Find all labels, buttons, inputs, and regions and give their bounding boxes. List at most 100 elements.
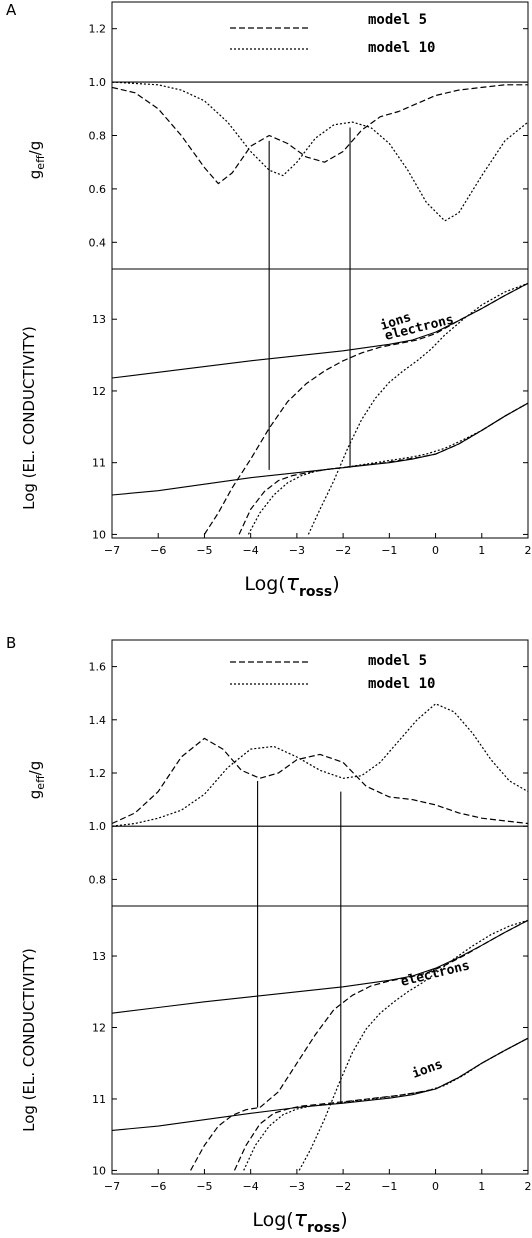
panel-b-top-frame (111, 639, 529, 907)
xtick-label--3: −3 (289, 1180, 305, 1193)
ytick-label-geff-1: 1.0 (89, 820, 107, 833)
ytick-label-geff-1.6: 1.6 (89, 661, 107, 674)
panel-a-bottom-frame (111, 268, 529, 539)
xtick-label-2: 2 (525, 1180, 532, 1193)
series-cond-ions-solid-1 (111, 402, 529, 496)
panel-b-bottom-series (111, 919, 529, 1171)
xtick-label-1: 1 (478, 544, 485, 557)
ytick-label-geff-0.8: 0.8 (89, 130, 107, 143)
xlabel-ross: ross (299, 584, 332, 600)
ylabel-eff: eff (34, 155, 47, 170)
series-cond-ions-solid-1 (111, 1037, 529, 1131)
xtick-label--2: −2 (335, 1180, 351, 1193)
annotation-electrons-b: electrons (399, 958, 471, 990)
series-cond-model-5-dotted-4 (243, 1037, 529, 1171)
panel-a-xlabel: Log(τross) (244, 571, 339, 600)
series-cond-model-5-dashed-2 (190, 919, 529, 1171)
ytick-label-cond-11: 11 (92, 457, 106, 470)
xtick-label--2: −2 (335, 544, 351, 557)
svg-text:geff/g: geff/g (26, 761, 47, 799)
panel-b-top-ticks: 0.8 1.0 1.2 1.4 1.6 (89, 661, 528, 886)
panel-b-xlabel: Log(τross) (252, 1207, 347, 1236)
ytick-label-cond-13: 13 (92, 313, 106, 326)
xlabel-log-b: Log( (252, 1209, 293, 1231)
ytick-label-geff-1: 1.0 (89, 76, 107, 89)
xtick-label--7: −7 (104, 1180, 120, 1193)
panel-a-vertical-lines (268, 127, 351, 470)
xtick-label--6: −6 (150, 1180, 166, 1193)
xlabel-tau-b: τ (294, 1207, 308, 1232)
panel-a-x-ticks: −7 −6 −5 −4 −3 −2 −1 0 1 2 (104, 533, 532, 557)
panel-a-top-ylabel: geff/g (26, 141, 47, 179)
xtick-label--6: −6 (150, 544, 166, 557)
annotation-ions-b: ions (410, 1057, 445, 1082)
series-geff-model-10-dotted-1 (111, 703, 529, 827)
legend-label-model-10-b: model 10 (368, 676, 435, 692)
xtick-label-0: 0 (432, 1180, 439, 1193)
ytick-label-geff-0.4: 0.4 (89, 236, 107, 249)
panel-a-top-ticks: 0.4 0.6 0.8 1.0 1.2 (89, 23, 528, 249)
xlabel-log: Log( (244, 573, 285, 595)
panel-a-bottom-ylabel: Log (EL. CONDUCTIVITY) (20, 326, 38, 510)
ytick-label-cond-10: 10 (92, 528, 106, 541)
panel-b-bottom-plot: 10 11 12 13 electrons ions Log (EL. CONDUCT… (20, 905, 529, 1177)
ylabel-g: g (26, 170, 44, 180)
xlabel-close-b: ) (340, 1209, 347, 1231)
ytick-label-cond-11: 11 (92, 1093, 106, 1106)
ytick-label-cond-10: 10 (92, 1164, 106, 1177)
series-cond-model-10-dashed-3 (233, 1037, 529, 1171)
xtick-label-0: 0 (432, 544, 439, 557)
ytick-label-cond-12: 12 (92, 385, 106, 398)
xtick-label--1: −1 (381, 1180, 397, 1193)
panel-b-bottom-ylabel: Log (EL. CONDUCTIVITY) (20, 948, 38, 1132)
panel-a-legend: model 5 model 10 (230, 12, 435, 56)
panel-b-top-series (111, 703, 529, 827)
panel-b-top-plot: 0.8 1.0 1.2 1.4 1.6 model 5 model 10 geff/g (26, 639, 529, 907)
panel-b: B 0.8 1.0 1.2 1.4 1.6 model 5 model 10 geff/… (6, 634, 532, 1236)
ylabel-over-g: /g (26, 141, 44, 156)
ylabel-over-g-b: /g (26, 761, 44, 776)
panel-label-b: B (6, 634, 16, 652)
ytick-label-cond-13: 13 (92, 950, 106, 963)
series-geff-model-10-dotted-1 (111, 81, 529, 222)
panel-a: A 0.4 0.6 0.8 1.0 1.2 model 5 model 10 geff/… (6, 1, 532, 600)
panel-b-bottom-ticks: 10 11 12 13 (92, 950, 528, 1177)
xlabel-tau: τ (286, 571, 300, 596)
series-cond-model-10-dotted-5 (298, 919, 529, 1171)
series-cond-electrons-solid-0 (111, 282, 529, 379)
xtick-label--1: −1 (381, 544, 397, 557)
series-cond-model-10-dashed-3 (238, 402, 529, 535)
legend-label-model-10: model 10 (368, 40, 435, 56)
ytick-label-geff-1.2: 1.2 (89, 767, 107, 780)
xtick-label--3: −3 (289, 544, 305, 557)
panel-a-bottom-ticks: 10 11 12 13 (92, 313, 528, 541)
ytick-label-geff-0.8: 0.8 (89, 873, 107, 886)
panel-b-legend: model 5 model 10 (230, 653, 435, 692)
series-geff-model-5-dashed-0 (111, 737, 529, 825)
xtick-label--4: −4 (243, 544, 259, 557)
series-cond-model-5-dotted-4 (247, 402, 529, 535)
ytick-label-geff-1.4: 1.4 (89, 714, 107, 727)
svg-text:geff/g: geff/g (26, 141, 47, 179)
series-cond-electrons-solid-0 (111, 919, 529, 1014)
ylabel-g-b: g (26, 790, 44, 800)
panel-a-top-plot: 0.4 0.6 0.8 1.0 1.2 model 5 model 10 geff/g (26, 1, 529, 270)
xtick-label-2: 2 (525, 544, 532, 557)
panel-a-bottom-series (111, 282, 529, 535)
xlabel-close: ) (332, 573, 339, 595)
xtick-label--5: −5 (196, 544, 212, 557)
ytick-label-cond-12: 12 (92, 1021, 106, 1034)
panel-b-x-ticks: −7 −6 −5 −4 −3 −2 −1 0 1 2 (104, 1169, 532, 1193)
panel-b-top-ylabel: geff/g (26, 761, 47, 799)
legend-label-model-5: model 5 (368, 12, 427, 28)
xtick-label--4: −4 (243, 1180, 259, 1193)
xlabel-ross-b: ross (307, 1220, 340, 1236)
xtick-label--7: −7 (104, 544, 120, 557)
series-geff-model-5-dashed-0 (111, 84, 528, 185)
panel-a-top-series (111, 81, 529, 222)
xtick-label--5: −5 (196, 1180, 212, 1193)
ylabel-eff-b: eff (34, 775, 47, 790)
series-cond-model-5-dashed-2 (203, 282, 529, 535)
